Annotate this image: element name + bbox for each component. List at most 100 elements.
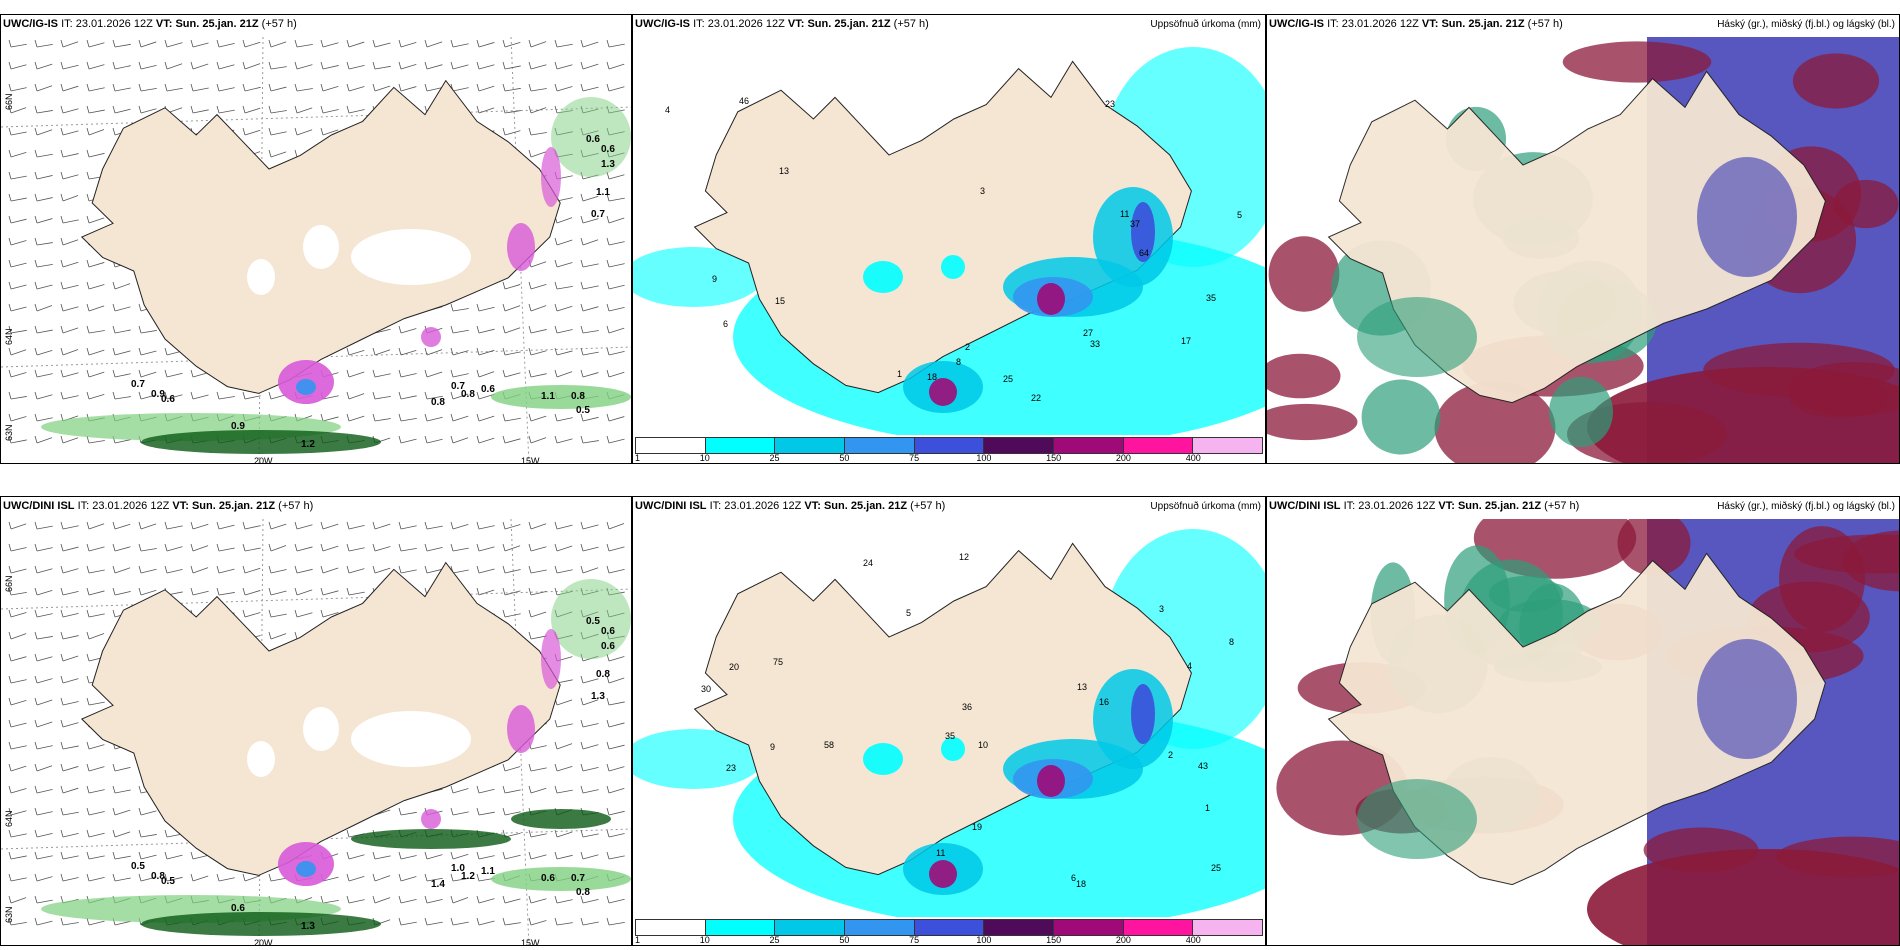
barb-flag: [190, 83, 194, 92]
wind-barb: [528, 565, 547, 574]
wind-barb: [86, 391, 105, 400]
barb-flag: [528, 127, 532, 136]
barb-flag: [60, 215, 64, 224]
wind-barb: [606, 215, 625, 224]
wind-barb: [502, 369, 521, 378]
barb-shaft: [504, 854, 521, 860]
gust-core: [541, 147, 561, 207]
barb-flag: [86, 303, 90, 312]
barb-flag: [8, 609, 12, 618]
barb-shaft: [452, 393, 469, 400]
barb-flag: [8, 785, 12, 794]
barb-flag: [294, 61, 298, 70]
wind-value-label: 1.3: [301, 921, 315, 932]
barb-shaft: [62, 153, 79, 158]
wind-barb: [8, 325, 27, 334]
barb-flag: [580, 215, 584, 224]
wind-barb: [112, 851, 131, 860]
barb-shaft: [530, 898, 547, 904]
barb-shaft: [556, 743, 573, 750]
wind-barb: [190, 391, 209, 400]
wind-barb: [60, 171, 79, 180]
wind-barb: [242, 543, 261, 552]
barb-shaft: [244, 567, 261, 574]
wind-barb: [606, 347, 625, 356]
barb-shaft: [114, 591, 131, 596]
cloud-title: Háský (gr.), miðský (fj.bl.) og lágský (…: [1717, 19, 1895, 30]
wind-barb: [8, 413, 27, 422]
barb-flag: [554, 369, 558, 378]
barb-shaft: [556, 524, 573, 530]
barb-shaft: [36, 197, 53, 202]
barb-flag: [580, 281, 584, 290]
wind-barb: [398, 413, 417, 422]
wind-barb: [86, 215, 105, 224]
wind-barb: [346, 83, 365, 92]
barb-shaft: [426, 854, 443, 860]
barb-shaft: [270, 590, 287, 596]
barb-shaft: [10, 306, 27, 312]
barb-flag: [34, 873, 38, 882]
barb-shaft: [296, 524, 313, 530]
barb-flag: [164, 39, 168, 48]
barb-flag: [34, 105, 38, 114]
wind-barb: [476, 851, 495, 860]
wind-barb: [86, 83, 105, 92]
barb-flag: [528, 83, 532, 92]
barb-shaft: [478, 525, 495, 530]
barb-flag: [60, 391, 64, 400]
lon-label-15w: 15W: [521, 938, 540, 946]
colorbar-swatch: [1123, 920, 1194, 935]
wind-barb: [398, 851, 417, 860]
barb-shaft: [88, 832, 105, 838]
barb-shaft: [582, 63, 599, 70]
colorbar-tick-label: 25: [769, 453, 780, 463]
wind-barb: [112, 303, 131, 312]
wind-barb: [112, 347, 131, 356]
wind-barb: [450, 303, 469, 312]
barb-shaft: [582, 351, 599, 356]
barb-shaft: [478, 107, 495, 114]
panel-header: UWC/DINI ISL IT: 23.01.2026 12Z VT: Sun.…: [635, 500, 946, 512]
barb-flag: [86, 435, 90, 444]
barb-flag: [112, 303, 116, 312]
barb-flag: [190, 543, 194, 552]
barb-shaft: [36, 329, 53, 334]
barb-flag: [424, 61, 428, 70]
barb-flag: [528, 435, 532, 444]
glacier: [247, 741, 275, 777]
wind-barb: [190, 369, 209, 378]
barb-flag: [346, 413, 350, 422]
wind-barb: [86, 829, 105, 838]
barb-flag: [294, 127, 298, 136]
barb-shaft: [296, 612, 313, 618]
barb-flag: [242, 587, 246, 596]
wind-barb: [528, 281, 547, 290]
barb-flag: [476, 39, 480, 48]
barb-shaft: [608, 217, 625, 224]
barb-shaft: [218, 568, 235, 574]
gust-band-strong: [511, 809, 611, 829]
mid-cloud-area: [1267, 353, 1341, 399]
wind-barb: [34, 259, 53, 268]
wind-barb: [190, 587, 209, 596]
wind-barb: [138, 873, 157, 882]
barb-shaft: [374, 567, 391, 574]
wind-value-label: 0.7: [131, 379, 145, 390]
barb-flag: [112, 347, 116, 356]
barb-flag: [60, 851, 64, 860]
wind-value-label: 0.6: [601, 641, 615, 652]
wind-barb: [8, 653, 27, 662]
barb-flag: [320, 39, 324, 48]
gust-band-strong: [141, 912, 381, 936]
barb-flag: [450, 435, 454, 444]
precip-value-label: 17: [1181, 336, 1191, 346]
barb-flag: [164, 83, 168, 92]
barb-shaft: [270, 86, 287, 92]
barb-shaft: [62, 922, 79, 926]
barb-flag: [606, 83, 610, 92]
barb-flag: [320, 587, 324, 596]
wind-barb: [606, 543, 625, 552]
colorbar-tick-label: 400: [1185, 935, 1201, 945]
barb-shaft: [192, 567, 209, 574]
